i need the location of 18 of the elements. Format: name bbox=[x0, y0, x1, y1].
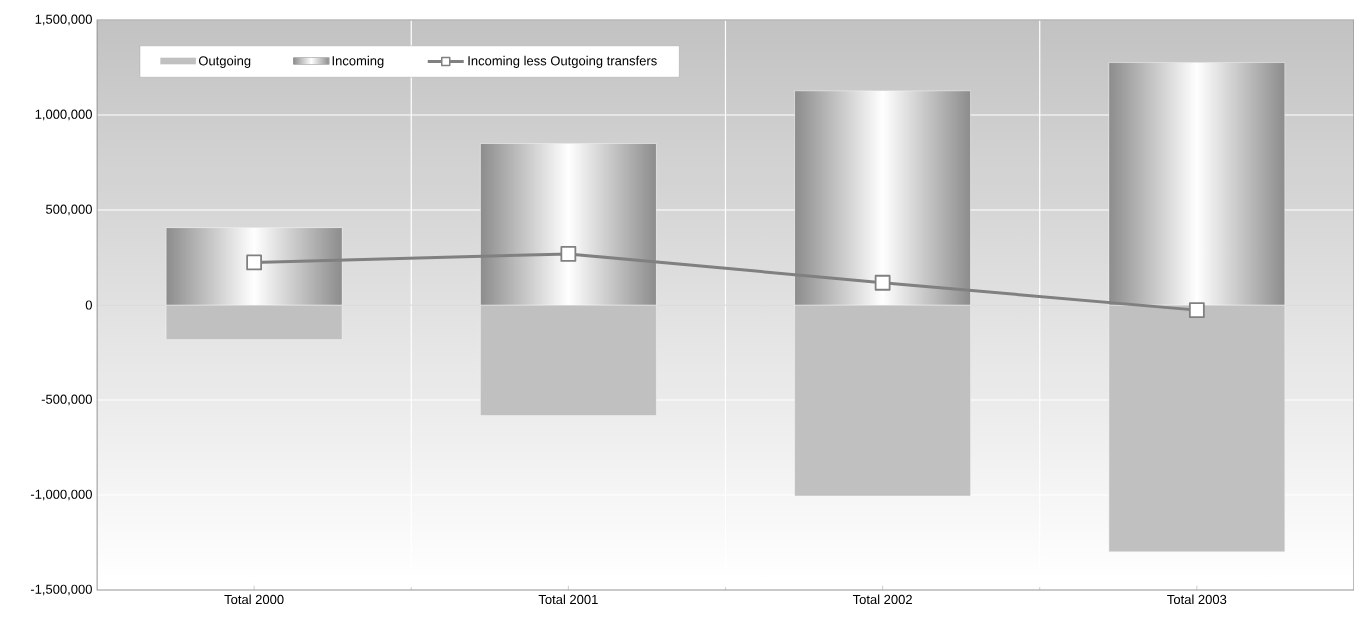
point bbox=[874, 274, 891, 291]
point bbox=[246, 254, 263, 271]
y-tick-label: -1,000,000 bbox=[30, 489, 92, 501]
y-tick-label: 1,500,000 bbox=[35, 14, 92, 26]
x-tick-label: Total 2000 bbox=[224, 594, 284, 605]
y-tick-label: -500,000 bbox=[41, 394, 92, 406]
x-tick-label: Total 2003 bbox=[1167, 594, 1227, 605]
y-tick-label: 500,000 bbox=[45, 204, 92, 216]
y-tick-label: 0 bbox=[85, 300, 92, 310]
point bbox=[560, 245, 577, 262]
y-tick-label: 1,000,000 bbox=[35, 109, 92, 121]
y-tick-label: -1,500,000 bbox=[30, 584, 92, 596]
legend-label: Incoming less Outgoing transfers bbox=[468, 55, 657, 68]
x-tick-label: Total 2001 bbox=[538, 594, 598, 605]
legend-label: Outgoing bbox=[198, 55, 251, 68]
x-tick-label: Total 2002 bbox=[852, 594, 912, 605]
point bbox=[1188, 302, 1205, 319]
legend-label: Incoming bbox=[332, 55, 384, 68]
